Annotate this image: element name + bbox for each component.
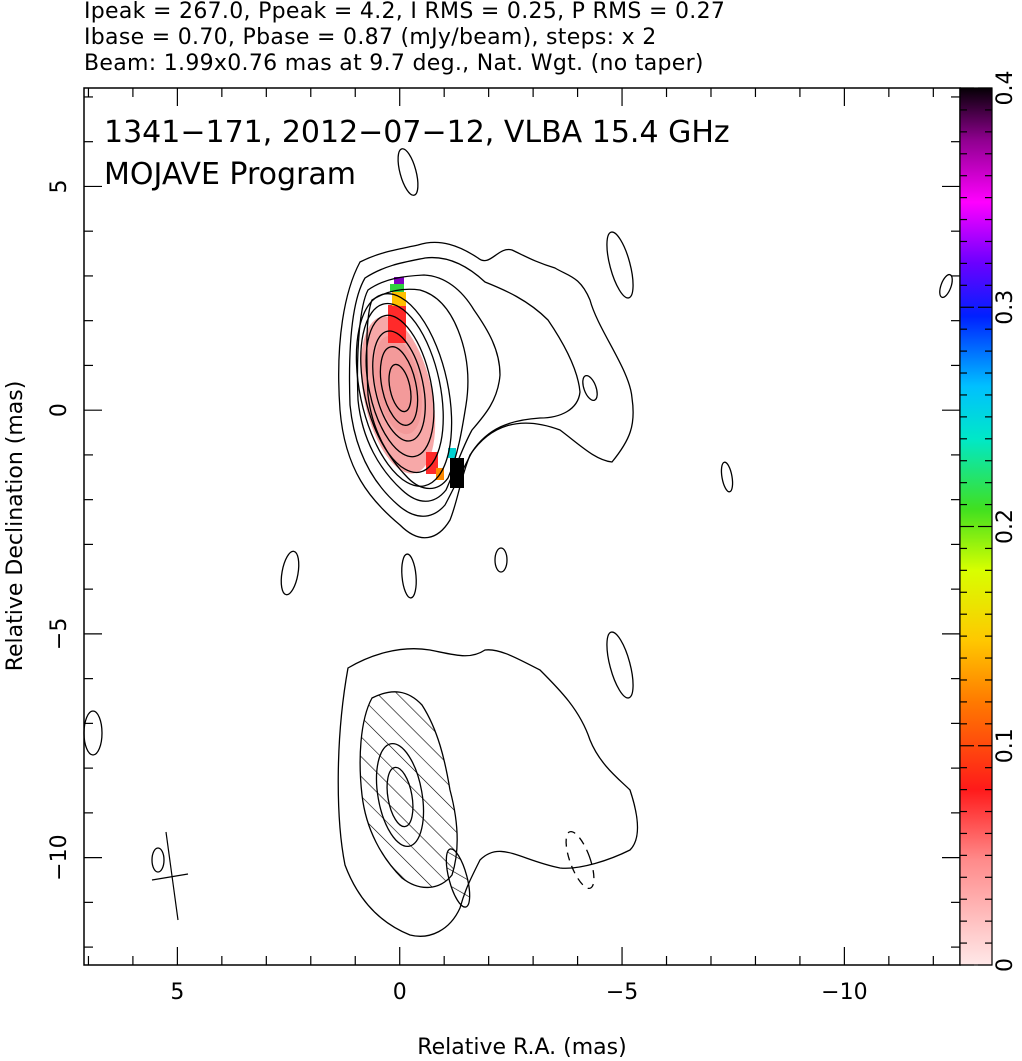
chart-title: 1341−171, 2012−07−12, VLBA 15.4 GHz <box>104 115 730 150</box>
contour-9 <box>379 346 419 426</box>
contour-8 <box>372 330 426 442</box>
contour-isolated-7 <box>401 553 417 599</box>
polarized-edge-black <box>450 458 464 488</box>
contour-isolated-6 <box>280 550 300 596</box>
x-tick-label: −10 <box>821 980 867 1005</box>
contour-isolated-8 <box>494 547 508 573</box>
y-axis-label: Relative Declination (mas) <box>3 381 28 672</box>
polarization-overlay <box>360 277 464 488</box>
contour-isolated-9 <box>606 631 634 699</box>
y-tick-label: 5 <box>47 179 72 193</box>
polarized-edge-cyan <box>448 448 456 458</box>
beam-minor-axis <box>151 873 189 881</box>
contour-counterjet-outer <box>337 648 639 937</box>
x-tick-label: 5 <box>170 980 184 1005</box>
contour-isolated-1 <box>397 148 419 196</box>
colorbar-tick-label: 0.4 <box>993 71 1018 106</box>
contour-counterjet-4 <box>386 766 414 828</box>
contour-counterjet-3 <box>375 742 425 848</box>
contour-isolated-4 <box>582 374 598 402</box>
contour-outer <box>338 241 634 539</box>
polarized-ridge-red <box>388 305 406 343</box>
x-tick-label: 0 <box>393 980 407 1005</box>
counterjet-side-vectors <box>446 848 470 908</box>
contour-negative-1 <box>565 830 595 890</box>
x-tick-label: −5 <box>606 980 638 1005</box>
polarized-ridge-green <box>390 284 404 292</box>
colorbar-tick-label: 0.1 <box>993 728 1018 763</box>
contour-10 <box>388 363 412 413</box>
header-line-1: Ipeak = 267.0, Ppeak = 4.2, I RMS = 0.25… <box>84 0 726 24</box>
colorbar-tick-label: 0.2 <box>993 509 1018 544</box>
y-tick-label: −5 <box>47 618 72 650</box>
contour-7 <box>365 314 435 458</box>
polarized-ridge-violet <box>394 277 404 284</box>
intensity-contours <box>83 148 953 937</box>
contour-isolated-2 <box>606 231 634 299</box>
colorbar-ticks: 0 0.1 0.2 0.3 0.4 <box>960 71 1018 972</box>
header-line-2: Ibase = 0.70, Pbase = 0.87 (mJy/beam), s… <box>84 25 657 50</box>
y-tick-label: 0 <box>47 403 72 417</box>
y-tick-label: −10 <box>47 834 72 880</box>
y-axis-ticks: 5 0 −5 −10 <box>47 96 960 948</box>
contour-4 <box>366 288 469 490</box>
contour-isolated-10 <box>83 710 103 756</box>
beam-major-axis <box>165 831 179 921</box>
counterjet-polarization-vectors <box>360 691 458 888</box>
colorbar-tick-label: 0 <box>993 958 1018 972</box>
contour-3 <box>356 274 501 502</box>
plot-frame <box>83 87 961 966</box>
contour-isolated-5 <box>720 461 734 493</box>
contour-isolated-11 <box>151 847 165 873</box>
header-line-3: Beam: 1.99x0.76 mas at 9.7 deg., Nat. Wg… <box>84 51 704 76</box>
polarized-core-inner <box>374 335 422 435</box>
x-axis-ticks: 5 0 −5 −10 <box>87 88 934 1005</box>
x-axis-label: Relative R.A. (mas) <box>417 1035 626 1060</box>
contour-5 <box>355 293 453 487</box>
contour-6 <box>360 302 444 474</box>
contour-2 <box>348 256 581 517</box>
colorbar-tick-label: 0.3 <box>993 290 1018 325</box>
chart-subtitle: MOJAVE Program <box>104 157 356 192</box>
contour-isolated-3 <box>939 273 953 299</box>
